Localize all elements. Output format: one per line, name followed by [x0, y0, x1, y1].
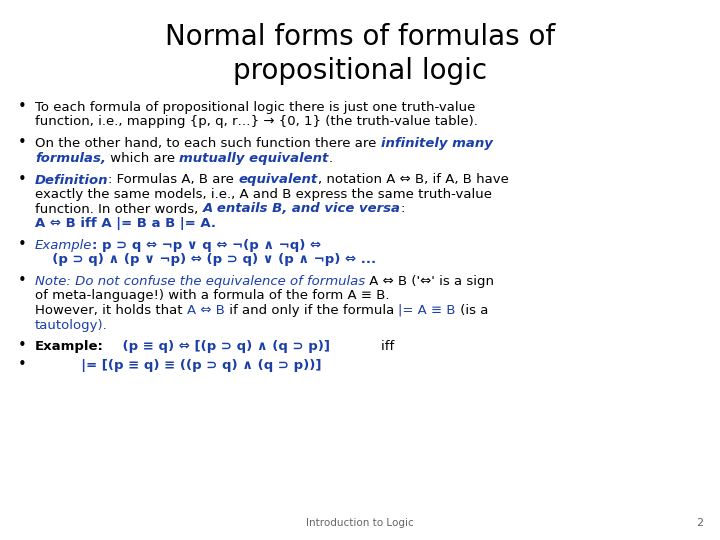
Text: tautology).: tautology).	[35, 319, 108, 332]
Text: •: •	[18, 135, 27, 150]
Text: .: .	[328, 152, 333, 165]
Text: A ⇔ B iff A |= B a B |= A.: A ⇔ B iff A |= B a B |= A.	[35, 217, 216, 230]
Text: (is a: (is a	[456, 304, 488, 317]
Text: To each formula of propositional logic there is just one truth-value: To each formula of propositional logic t…	[35, 101, 475, 114]
Text: A entails B, and vice versa: A entails B, and vice versa	[202, 202, 400, 215]
Text: However, it holds that: However, it holds that	[35, 304, 186, 317]
Text: A ⇔ B ('⇔' is a sign: A ⇔ B ('⇔' is a sign	[365, 275, 494, 288]
Text: |= [(p ≡ q) ≡ ((p ⊃ q) ∧ (q ⊃ p))]: |= [(p ≡ q) ≡ ((p ⊃ q) ∧ (q ⊃ p))]	[35, 359, 322, 372]
Text: function. In other words,: function. In other words,	[35, 202, 202, 215]
Text: formulas,: formulas,	[35, 152, 106, 165]
Text: •: •	[18, 99, 27, 114]
Text: A ⇔ B: A ⇔ B	[186, 304, 225, 317]
Text: •: •	[18, 338, 27, 353]
Text: (p ≡ q) ⇔ [(p ⊃ q) ∧ (q ⊃ p)]: (p ≡ q) ⇔ [(p ⊃ q) ∧ (q ⊃ p)]	[104, 340, 330, 353]
Text: infinitely many: infinitely many	[381, 137, 492, 150]
Text: Introduction to Logic: Introduction to Logic	[306, 518, 414, 528]
Text: iff: iff	[330, 340, 394, 353]
Text: |= A ≡ B: |= A ≡ B	[398, 304, 456, 317]
Text: exactly the same models, i.e., A and B express the same truth-value: exactly the same models, i.e., A and B e…	[35, 188, 492, 201]
Text: which are: which are	[106, 152, 179, 165]
Text: propositional logic: propositional logic	[233, 57, 487, 85]
Text: •: •	[18, 273, 27, 288]
Text: •: •	[18, 357, 27, 372]
Text: Normal forms of formulas of: Normal forms of formulas of	[165, 23, 555, 51]
Text: mutually equivalent: mutually equivalent	[179, 152, 328, 165]
Text: Example:: Example:	[35, 340, 104, 353]
Text: if and only if the formula: if and only if the formula	[225, 304, 398, 317]
Text: On the other hand, to each such function there are: On the other hand, to each such function…	[35, 137, 381, 150]
Text: Example: Example	[35, 239, 92, 252]
Text: , notation A ⇔ B, if A, B have: , notation A ⇔ B, if A, B have	[318, 173, 509, 186]
Text: of meta-language!) with a formula of the form A ≡ B.: of meta-language!) with a formula of the…	[35, 289, 390, 302]
Text: •: •	[18, 237, 27, 252]
Text: : p ⊃ q ⇔ ¬p ∨ q ⇔ ¬(p ∧ ¬q) ⇔: : p ⊃ q ⇔ ¬p ∨ q ⇔ ¬(p ∧ ¬q) ⇔	[92, 239, 322, 252]
Text: Definition: Definition	[35, 173, 109, 186]
Text: Note: Do not confuse the equivalence of formulas: Note: Do not confuse the equivalence of …	[35, 275, 365, 288]
Text: :: :	[400, 202, 405, 215]
Text: 2: 2	[696, 518, 703, 528]
Text: •: •	[18, 172, 27, 186]
Text: : Formulas A, B are: : Formulas A, B are	[109, 173, 238, 186]
Text: (p ⊃ q) ∧ (p ∨ ¬p) ⇔ (p ⊃ q) ∨ (p ∧ ¬p) ⇔ ...: (p ⊃ q) ∧ (p ∨ ¬p) ⇔ (p ⊃ q) ∨ (p ∧ ¬p) …	[43, 253, 376, 266]
Text: equivalent: equivalent	[238, 173, 318, 186]
Text: function, i.e., mapping {p, q, r…} → {0, 1} (the truth-value table).: function, i.e., mapping {p, q, r…} → {0,…	[35, 116, 478, 129]
